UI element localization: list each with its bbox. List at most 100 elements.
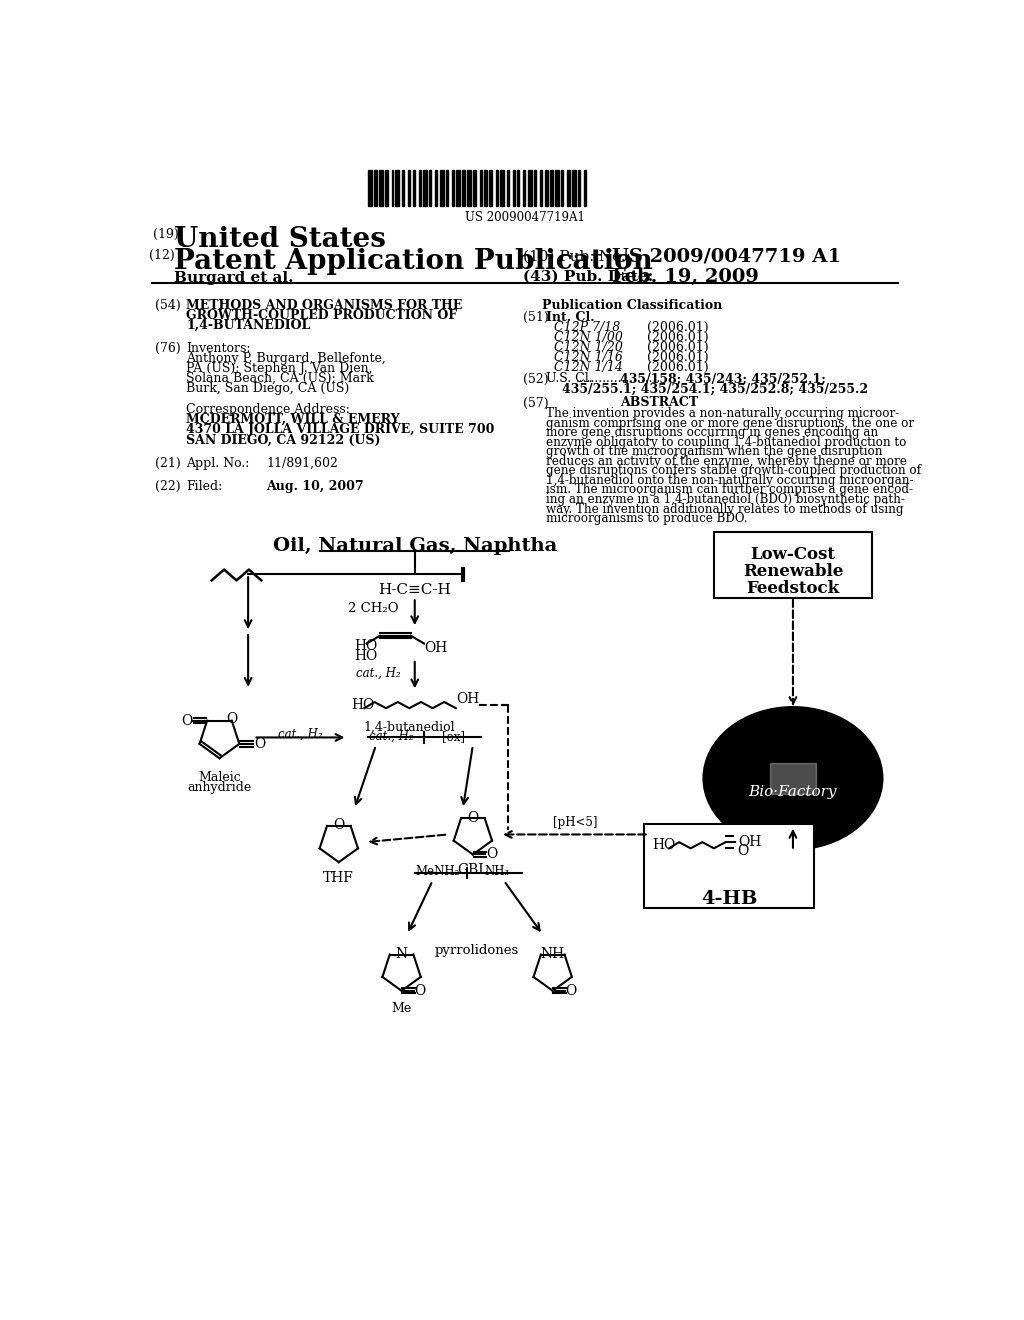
Text: US 20090047719A1: US 20090047719A1 [465,211,585,224]
Text: ganism comprising one or more gene disruptions, the one or: ganism comprising one or more gene disru… [547,417,914,429]
Bar [496,170,498,206]
Text: HO: HO [354,639,378,653]
Bar [567,170,569,206]
Text: OH: OH [424,642,447,655]
Bar [369,170,372,206]
Bar [467,170,471,206]
Bar [479,170,481,206]
Bar [424,170,427,206]
Text: [pH<5]: [pH<5] [553,816,597,829]
Text: METHODS AND ORGANISMS FOR THE: METHODS AND ORGANISMS FOR THE [186,298,463,312]
Text: Publication Classification: Publication Classification [542,298,722,312]
Text: 2 CH₂O: 2 CH₂O [348,602,398,615]
Text: MCDERMOTT, WILL & EMERY: MCDERMOTT, WILL & EMERY [186,413,399,426]
Text: cat., H₂: cat., H₂ [278,729,323,742]
Text: Bio·Factory: Bio·Factory [749,785,838,799]
Bar [528,170,532,206]
Bar [452,170,455,206]
Text: [ox]: [ox] [442,730,465,743]
Bar [440,170,443,206]
Text: Correspondence Address:: Correspondence Address: [186,404,350,416]
Text: (2006.01): (2006.01) [647,331,709,345]
Bar [391,170,393,206]
Text: cat., H₂: cat., H₂ [356,667,400,680]
Text: NH: NH [541,946,565,961]
Text: Filed:: Filed: [186,480,222,494]
Text: cat., H₂: cat., H₂ [370,730,414,743]
Text: ......................: ...................... [575,372,662,385]
Bar [578,170,581,206]
Text: SAN DIEGO, CA 92122 (US): SAN DIEGO, CA 92122 (US) [186,433,381,446]
Bar [462,170,465,206]
Bar [473,170,476,206]
Text: (19): (19) [153,227,178,240]
Text: O: O [415,983,426,998]
Bar [585,170,586,206]
Bar [385,170,388,206]
Text: pyrrolidones: pyrrolidones [434,944,519,957]
Text: (21): (21) [155,457,181,470]
Text: O: O [254,737,265,751]
Text: reduces an activity of the enzyme, whereby theone or more: reduces an activity of the enzyme, where… [547,455,907,467]
Text: 1,4-BUTANEDIOL: 1,4-BUTANEDIOL [186,318,310,331]
Text: Aug. 10, 2007: Aug. 10, 2007 [266,480,364,494]
Text: NH₃: NH₃ [484,866,510,878]
Text: HO: HO [652,838,675,853]
Text: 11/891,602: 11/891,602 [266,457,338,470]
Text: O: O [737,845,749,858]
Text: Renewable: Renewable [742,562,843,579]
Bar [408,170,410,206]
Bar [507,170,509,206]
Bar [413,170,415,206]
Bar [457,170,460,206]
Text: C12N 1/16: C12N 1/16 [554,351,624,364]
Bar [483,170,487,206]
Text: (12): (12) [148,249,175,263]
Bar [419,170,421,206]
Text: C12P 7/18: C12P 7/18 [554,321,621,334]
Text: Oil, Natural Gas, Naphtha: Oil, Natural Gas, Naphtha [272,537,557,556]
Text: U.S. Cl.: U.S. Cl. [547,372,593,385]
Text: (76): (76) [155,342,181,355]
Text: gene disruptions confers stable growth-coupled production of: gene disruptions confers stable growth-c… [547,465,922,478]
Text: GBL: GBL [458,863,488,876]
Text: OH: OH [456,692,479,706]
Bar [374,170,377,206]
Text: (43) Pub. Date:: (43) Pub. Date: [523,269,653,284]
Bar [435,170,437,206]
Text: Anthony P. Burgard, Bellefonte,: Anthony P. Burgard, Bellefonte, [186,351,386,364]
Text: (10) Pub. No.:: (10) Pub. No.: [523,249,631,263]
Text: O: O [333,818,344,832]
Text: (2006.01): (2006.01) [647,351,709,364]
Text: O: O [181,714,193,727]
Text: Feb. 19, 2009: Feb. 19, 2009 [612,268,759,285]
Text: Int. Cl.: Int. Cl. [547,312,595,323]
Text: GROWTH-COUPLED PRODUCTION OF: GROWTH-COUPLED PRODUCTION OF [186,309,458,322]
Bar [429,170,431,206]
Text: United States: United States [174,226,386,253]
Text: 435/158; 435/243; 435/252.1;: 435/158; 435/243; 435/252.1; [621,372,826,385]
Bar [445,170,447,206]
Bar [513,170,514,206]
Bar [534,170,536,206]
Text: 4370 LA JOLLA VILLAGE DRIVE, SUITE 700: 4370 LA JOLLA VILLAGE DRIVE, SUITE 700 [186,424,495,437]
Text: 1,4-butanediol: 1,4-butanediol [364,721,455,734]
Text: The invention provides a non-naturally occurring microor-: The invention provides a non-naturally o… [547,407,900,420]
Text: Maleic: Maleic [198,771,241,784]
Bar [770,763,816,793]
Text: (2006.01): (2006.01) [647,321,709,334]
Text: (2006.01): (2006.01) [647,341,709,354]
Text: anhydride: anhydride [187,780,252,793]
Bar [402,170,404,206]
Text: (2006.01): (2006.01) [647,360,709,374]
Text: HO: HO [351,698,375,711]
Text: Patent Application Publication: Patent Application Publication [174,248,653,275]
Text: (52): (52) [523,372,549,385]
Text: Appl. No.:: Appl. No.: [186,457,250,470]
Text: Burgard et al.: Burgard et al. [174,271,294,285]
Text: 435/255.1; 435/254.1; 435/252.8; 435/255.2: 435/255.1; 435/254.1; 435/252.8; 435/255… [562,383,868,396]
Text: (22): (22) [155,480,181,494]
Text: MeNH₂: MeNH₂ [416,866,460,878]
Text: OH: OH [738,836,762,849]
Text: way. The invention additionally relates to methods of using: way. The invention additionally relates … [547,503,904,516]
